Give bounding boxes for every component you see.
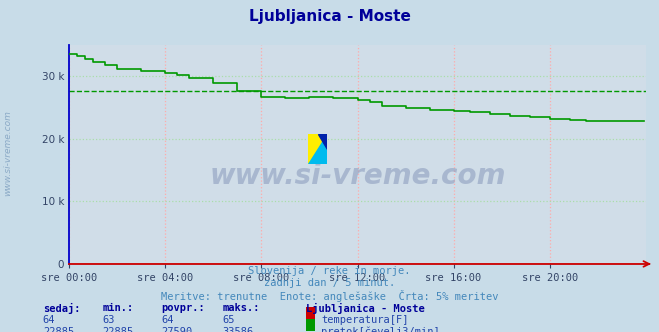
Polygon shape: [318, 134, 327, 149]
Text: 22885: 22885: [43, 327, 74, 332]
Text: temperatura[F]: temperatura[F]: [321, 315, 409, 325]
Text: 27590: 27590: [161, 327, 192, 332]
Text: zadnji dan / 5 minut.: zadnji dan / 5 minut.: [264, 278, 395, 288]
Text: 22885: 22885: [102, 327, 133, 332]
Text: Ljubljanica - Moste: Ljubljanica - Moste: [248, 9, 411, 24]
Text: 64: 64: [43, 315, 55, 325]
Text: pretok[čevelj3/min]: pretok[čevelj3/min]: [321, 327, 440, 332]
Text: min.:: min.:: [102, 303, 133, 313]
Text: Slovenija / reke in morje.: Slovenija / reke in morje.: [248, 266, 411, 276]
Polygon shape: [308, 134, 327, 164]
Text: 65: 65: [223, 315, 235, 325]
Text: povpr.:: povpr.:: [161, 303, 205, 313]
Polygon shape: [308, 134, 327, 164]
Text: maks.:: maks.:: [223, 303, 260, 313]
Text: 63: 63: [102, 315, 115, 325]
Text: Meritve: trenutne  Enote: anglešaške  Črta: 5% meritev: Meritve: trenutne Enote: anglešaške Črta…: [161, 290, 498, 301]
Text: 64: 64: [161, 315, 174, 325]
Text: www.si-vreme.com: www.si-vreme.com: [3, 110, 13, 196]
Text: Ljubljanica - Moste: Ljubljanica - Moste: [306, 303, 425, 314]
Text: 33586: 33586: [223, 327, 254, 332]
Text: www.si-vreme.com: www.si-vreme.com: [210, 162, 505, 190]
Text: sedaj:: sedaj:: [43, 303, 80, 314]
